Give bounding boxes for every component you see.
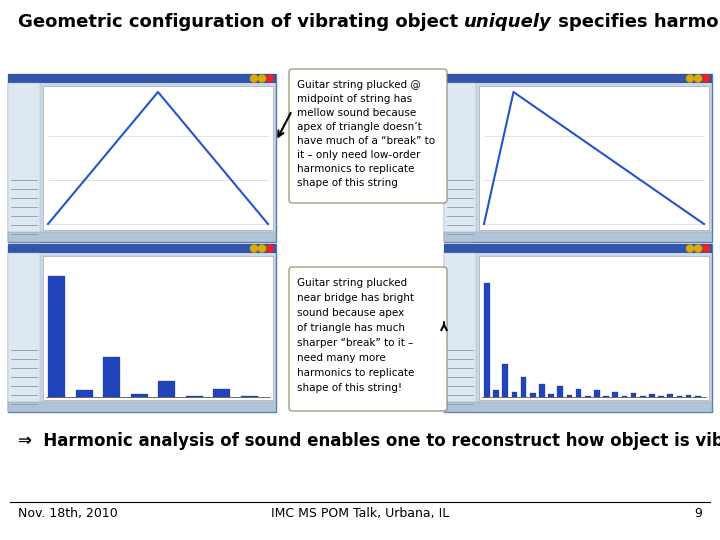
Circle shape <box>251 245 258 252</box>
Bar <box>685 395 691 397</box>
Circle shape <box>258 75 266 82</box>
FancyBboxPatch shape <box>43 256 273 400</box>
Bar <box>493 390 499 397</box>
Text: IMC MS POM Talk, Urbana, IL: IMC MS POM Talk, Urbana, IL <box>271 507 449 520</box>
Text: ⇒  Harmonic analysis of sound enables one to reconstruct how object is vibrating: ⇒ Harmonic analysis of sound enables one… <box>18 432 720 450</box>
Text: apex of triangle doesn’t: apex of triangle doesn’t <box>297 122 422 132</box>
Bar <box>130 394 148 397</box>
Text: have much of a “break” to: have much of a “break” to <box>297 136 435 146</box>
Bar <box>76 390 93 397</box>
Circle shape <box>266 245 274 252</box>
Bar <box>539 383 545 397</box>
FancyBboxPatch shape <box>444 74 712 83</box>
Text: of triangle has much: of triangle has much <box>297 323 405 333</box>
Bar <box>557 386 563 397</box>
Text: midpoint of string has: midpoint of string has <box>297 94 412 104</box>
FancyBboxPatch shape <box>444 402 712 412</box>
Circle shape <box>703 245 709 252</box>
FancyBboxPatch shape <box>444 253 476 412</box>
Bar <box>484 283 490 397</box>
FancyBboxPatch shape <box>8 83 40 242</box>
FancyBboxPatch shape <box>444 244 712 253</box>
Bar <box>521 377 526 397</box>
Circle shape <box>258 245 266 252</box>
Bar <box>511 392 517 397</box>
Text: harmonics to replicate: harmonics to replicate <box>297 164 415 174</box>
Text: shape of this string: shape of this string <box>297 178 398 188</box>
Bar <box>695 396 701 397</box>
Circle shape <box>686 245 693 252</box>
Text: Nov. 18th, 2010: Nov. 18th, 2010 <box>18 507 118 520</box>
FancyBboxPatch shape <box>444 74 712 242</box>
Text: Guitar string plucked: Guitar string plucked <box>297 278 407 288</box>
FancyBboxPatch shape <box>8 74 276 242</box>
FancyBboxPatch shape <box>8 253 40 412</box>
Bar <box>640 396 646 397</box>
Bar <box>649 394 654 397</box>
FancyBboxPatch shape <box>289 69 447 203</box>
FancyBboxPatch shape <box>444 83 476 242</box>
FancyBboxPatch shape <box>289 267 447 411</box>
Bar <box>621 396 627 397</box>
Text: it – only need low-order: it – only need low-order <box>297 150 420 160</box>
Circle shape <box>695 75 701 82</box>
Bar <box>503 363 508 397</box>
FancyBboxPatch shape <box>8 244 276 412</box>
Circle shape <box>703 75 709 82</box>
Text: Geometric configuration of vibrating object: Geometric configuration of vibrating obj… <box>18 13 464 31</box>
Bar <box>48 276 66 397</box>
Text: shape of this string!: shape of this string! <box>297 383 402 393</box>
FancyBboxPatch shape <box>8 74 276 83</box>
FancyBboxPatch shape <box>479 256 709 400</box>
Text: specifies harmonic content!: specifies harmonic content! <box>552 13 720 31</box>
Text: Guitar string plucked @: Guitar string plucked @ <box>297 80 420 90</box>
FancyBboxPatch shape <box>444 244 712 412</box>
Bar <box>567 395 572 397</box>
Bar <box>658 396 664 397</box>
Circle shape <box>695 245 701 252</box>
Circle shape <box>251 75 258 82</box>
Bar <box>240 396 258 397</box>
FancyBboxPatch shape <box>8 244 276 253</box>
Bar <box>612 392 618 397</box>
FancyBboxPatch shape <box>479 86 709 230</box>
Bar <box>103 357 120 397</box>
Text: need many more: need many more <box>297 353 386 363</box>
Circle shape <box>266 75 274 82</box>
Bar <box>603 396 609 397</box>
Bar <box>576 389 581 397</box>
Bar <box>213 389 230 397</box>
Bar <box>158 381 175 397</box>
Text: uniquely: uniquely <box>464 13 552 31</box>
Text: sound because apex: sound because apex <box>297 308 404 318</box>
Bar <box>186 396 203 397</box>
Bar <box>585 396 590 397</box>
Bar <box>667 394 673 397</box>
FancyBboxPatch shape <box>8 402 276 412</box>
Text: harmonics to replicate: harmonics to replicate <box>297 368 415 378</box>
Text: 9: 9 <box>694 507 702 520</box>
FancyBboxPatch shape <box>444 232 712 242</box>
Text: near bridge has bright: near bridge has bright <box>297 293 414 303</box>
Bar <box>677 396 683 397</box>
Text: mellow sound because: mellow sound because <box>297 108 416 118</box>
Text: sharper “break” to it –: sharper “break” to it – <box>297 338 413 348</box>
Bar <box>594 390 600 397</box>
Bar <box>548 394 554 397</box>
Bar <box>631 393 636 397</box>
FancyBboxPatch shape <box>8 232 276 242</box>
FancyBboxPatch shape <box>43 86 273 230</box>
Bar <box>530 393 536 397</box>
Circle shape <box>686 75 693 82</box>
